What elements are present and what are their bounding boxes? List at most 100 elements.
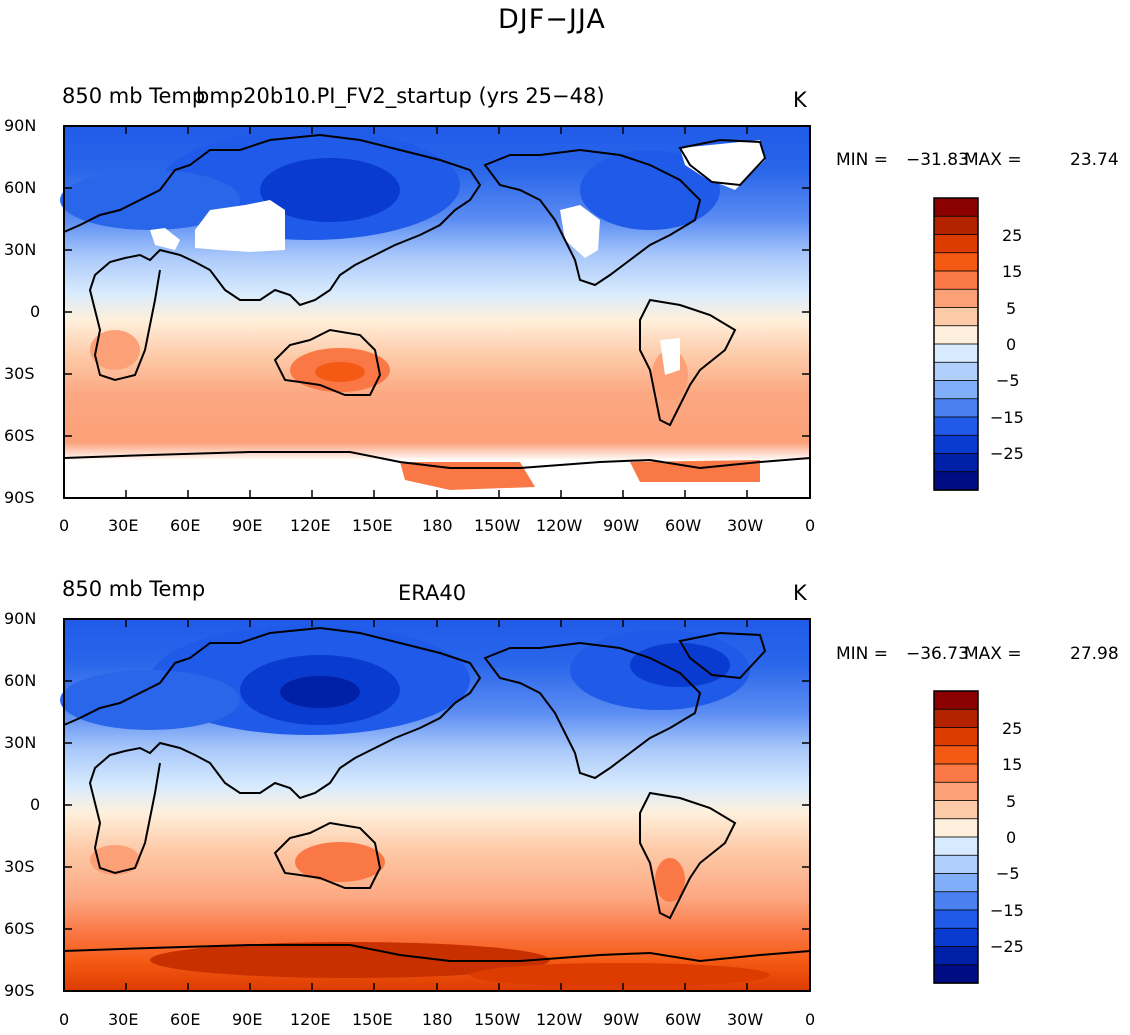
colorbar-segment — [933, 727, 979, 747]
andes-missing-data — [660, 338, 680, 375]
colorbar-segment — [933, 836, 979, 856]
colorbar-segment — [933, 416, 979, 436]
panel-1-variable-title: 850 mb Temp — [62, 84, 206, 108]
siberia-coldest-core — [280, 676, 360, 708]
colorbar-segment — [933, 471, 979, 491]
south-america-warm-region — [655, 858, 685, 902]
coastline-south-america — [639, 791, 737, 920]
australia-warm-region — [295, 842, 385, 882]
antarctic-warm-core — [150, 942, 550, 978]
panel-1-max-label: MAX = — [964, 150, 1022, 170]
coastline-south-america — [639, 298, 737, 427]
coastline-afro-eurasia — [63, 133, 482, 382]
lat-tick-label: 0 — [30, 795, 41, 814]
lat-tick-label: 60S — [4, 426, 35, 445]
lon-tick-label: 30W — [727, 1010, 764, 1029]
colorbar-label: 0 — [1006, 335, 1017, 354]
colorbar-segment — [933, 745, 979, 765]
lon-tick-label: 120E — [290, 1010, 331, 1029]
lon-tick-label: 180 — [422, 1010, 453, 1029]
colorbar-segment — [933, 927, 979, 948]
europe-cold-region — [60, 170, 240, 230]
coastline-greenland — [678, 631, 767, 680]
lon-tick-label: 0 — [59, 516, 70, 535]
colorbar-segment — [933, 781, 979, 802]
lon-tick-label: 150W — [474, 1010, 521, 1029]
colorbar-segment — [933, 380, 979, 400]
lat-tick-label: 60S — [4, 919, 35, 938]
lat-tick-label: 90S — [4, 488, 35, 507]
panel-2-max-label: MAX = — [964, 644, 1022, 664]
coastline-afro-eurasia — [63, 626, 482, 875]
colorbar-label: 25 — [1002, 226, 1023, 245]
coastlines — [63, 133, 811, 470]
lon-tick-label: 30E — [108, 516, 139, 535]
colorbar-segment — [933, 343, 979, 363]
colorbar-label: 25 — [1002, 719, 1023, 738]
panel-1-units: K — [793, 88, 807, 112]
coastlines — [63, 626, 811, 963]
greenland-missing-data — [680, 140, 765, 190]
colorbar-segment — [933, 197, 979, 217]
lon-tick-label: 30E — [108, 1010, 139, 1029]
colorbar-segment — [933, 690, 979, 710]
lon-tick-label: 180 — [422, 516, 453, 535]
map-tick-marks — [64, 619, 810, 991]
colorbar-label: −25 — [990, 937, 1024, 956]
colorbar-label: −5 — [996, 371, 1020, 390]
coastline-australia — [273, 328, 382, 396]
panel-2-case-title: ERA40 — [398, 581, 467, 605]
lat-tick-label: 30S — [4, 364, 35, 383]
panel-1-max-value: 23.74 — [1070, 150, 1119, 170]
colorbar-segment — [933, 288, 979, 309]
panel-2-min-value: −36.73 — [906, 644, 969, 664]
colorbar-frame — [933, 690, 979, 984]
colorbar-segment — [933, 891, 979, 911]
lat-tick-label: 60N — [4, 178, 37, 197]
colorbar-label: 15 — [1002, 755, 1023, 774]
panel-1-min-value: −31.83 — [906, 150, 969, 170]
panel-1-min-label: MIN = — [836, 150, 889, 170]
north-america-cold-region — [580, 150, 720, 230]
lat-tick-label: 60N — [4, 671, 37, 690]
lat-tick-label: 30N — [4, 240, 37, 259]
colorbar-segment — [933, 361, 979, 382]
colorbar-segment — [933, 854, 979, 875]
tibet-missing-data — [195, 200, 285, 252]
canada-cold-core — [630, 643, 730, 687]
lon-tick-label: 30W — [727, 516, 764, 535]
lon-tick-label: 60W — [665, 516, 702, 535]
colorbar-frame — [933, 197, 979, 491]
colorbar-segment — [933, 270, 979, 290]
panel-2-variable-title: 850 mb Temp — [62, 577, 206, 601]
map-panel-2 — [60, 618, 811, 992]
lon-tick-label: 0 — [805, 1010, 816, 1029]
colorbar-segment — [933, 398, 979, 418]
lon-tick-label: 60E — [170, 516, 201, 535]
australia-warm-core — [315, 362, 365, 382]
lat-tick-label: 30N — [4, 733, 37, 752]
coastline-antarctica — [63, 944, 811, 963]
missing-data-patch — [150, 228, 180, 250]
colorbar-label: −25 — [990, 444, 1024, 463]
lon-tick-label: 150E — [352, 516, 393, 535]
map-panel-1 — [60, 125, 811, 499]
coastline-antarctica — [63, 451, 811, 470]
lon-tick-label: 60E — [170, 1010, 201, 1029]
colorbar-segment — [933, 307, 979, 327]
colorbar-label: 15 — [1002, 262, 1023, 281]
lon-tick-label: 90E — [232, 516, 263, 535]
lat-tick-label: 90S — [4, 981, 35, 1000]
lon-tick-label: 60W — [665, 1010, 702, 1029]
colorbar-1 — [933, 197, 979, 491]
rockies-missing-data — [560, 205, 600, 258]
colorbar-segment — [933, 964, 979, 984]
colorbar-segment — [933, 325, 979, 345]
lon-tick-label: 120E — [290, 516, 331, 535]
colorbar-segment — [933, 763, 979, 783]
lon-tick-label: 90W — [603, 516, 640, 535]
lat-tick-label: 90N — [4, 609, 37, 628]
colorbar-segment — [933, 708, 979, 729]
lat-tick-label: 90N — [4, 116, 37, 135]
siberia-cold-core — [260, 158, 400, 222]
